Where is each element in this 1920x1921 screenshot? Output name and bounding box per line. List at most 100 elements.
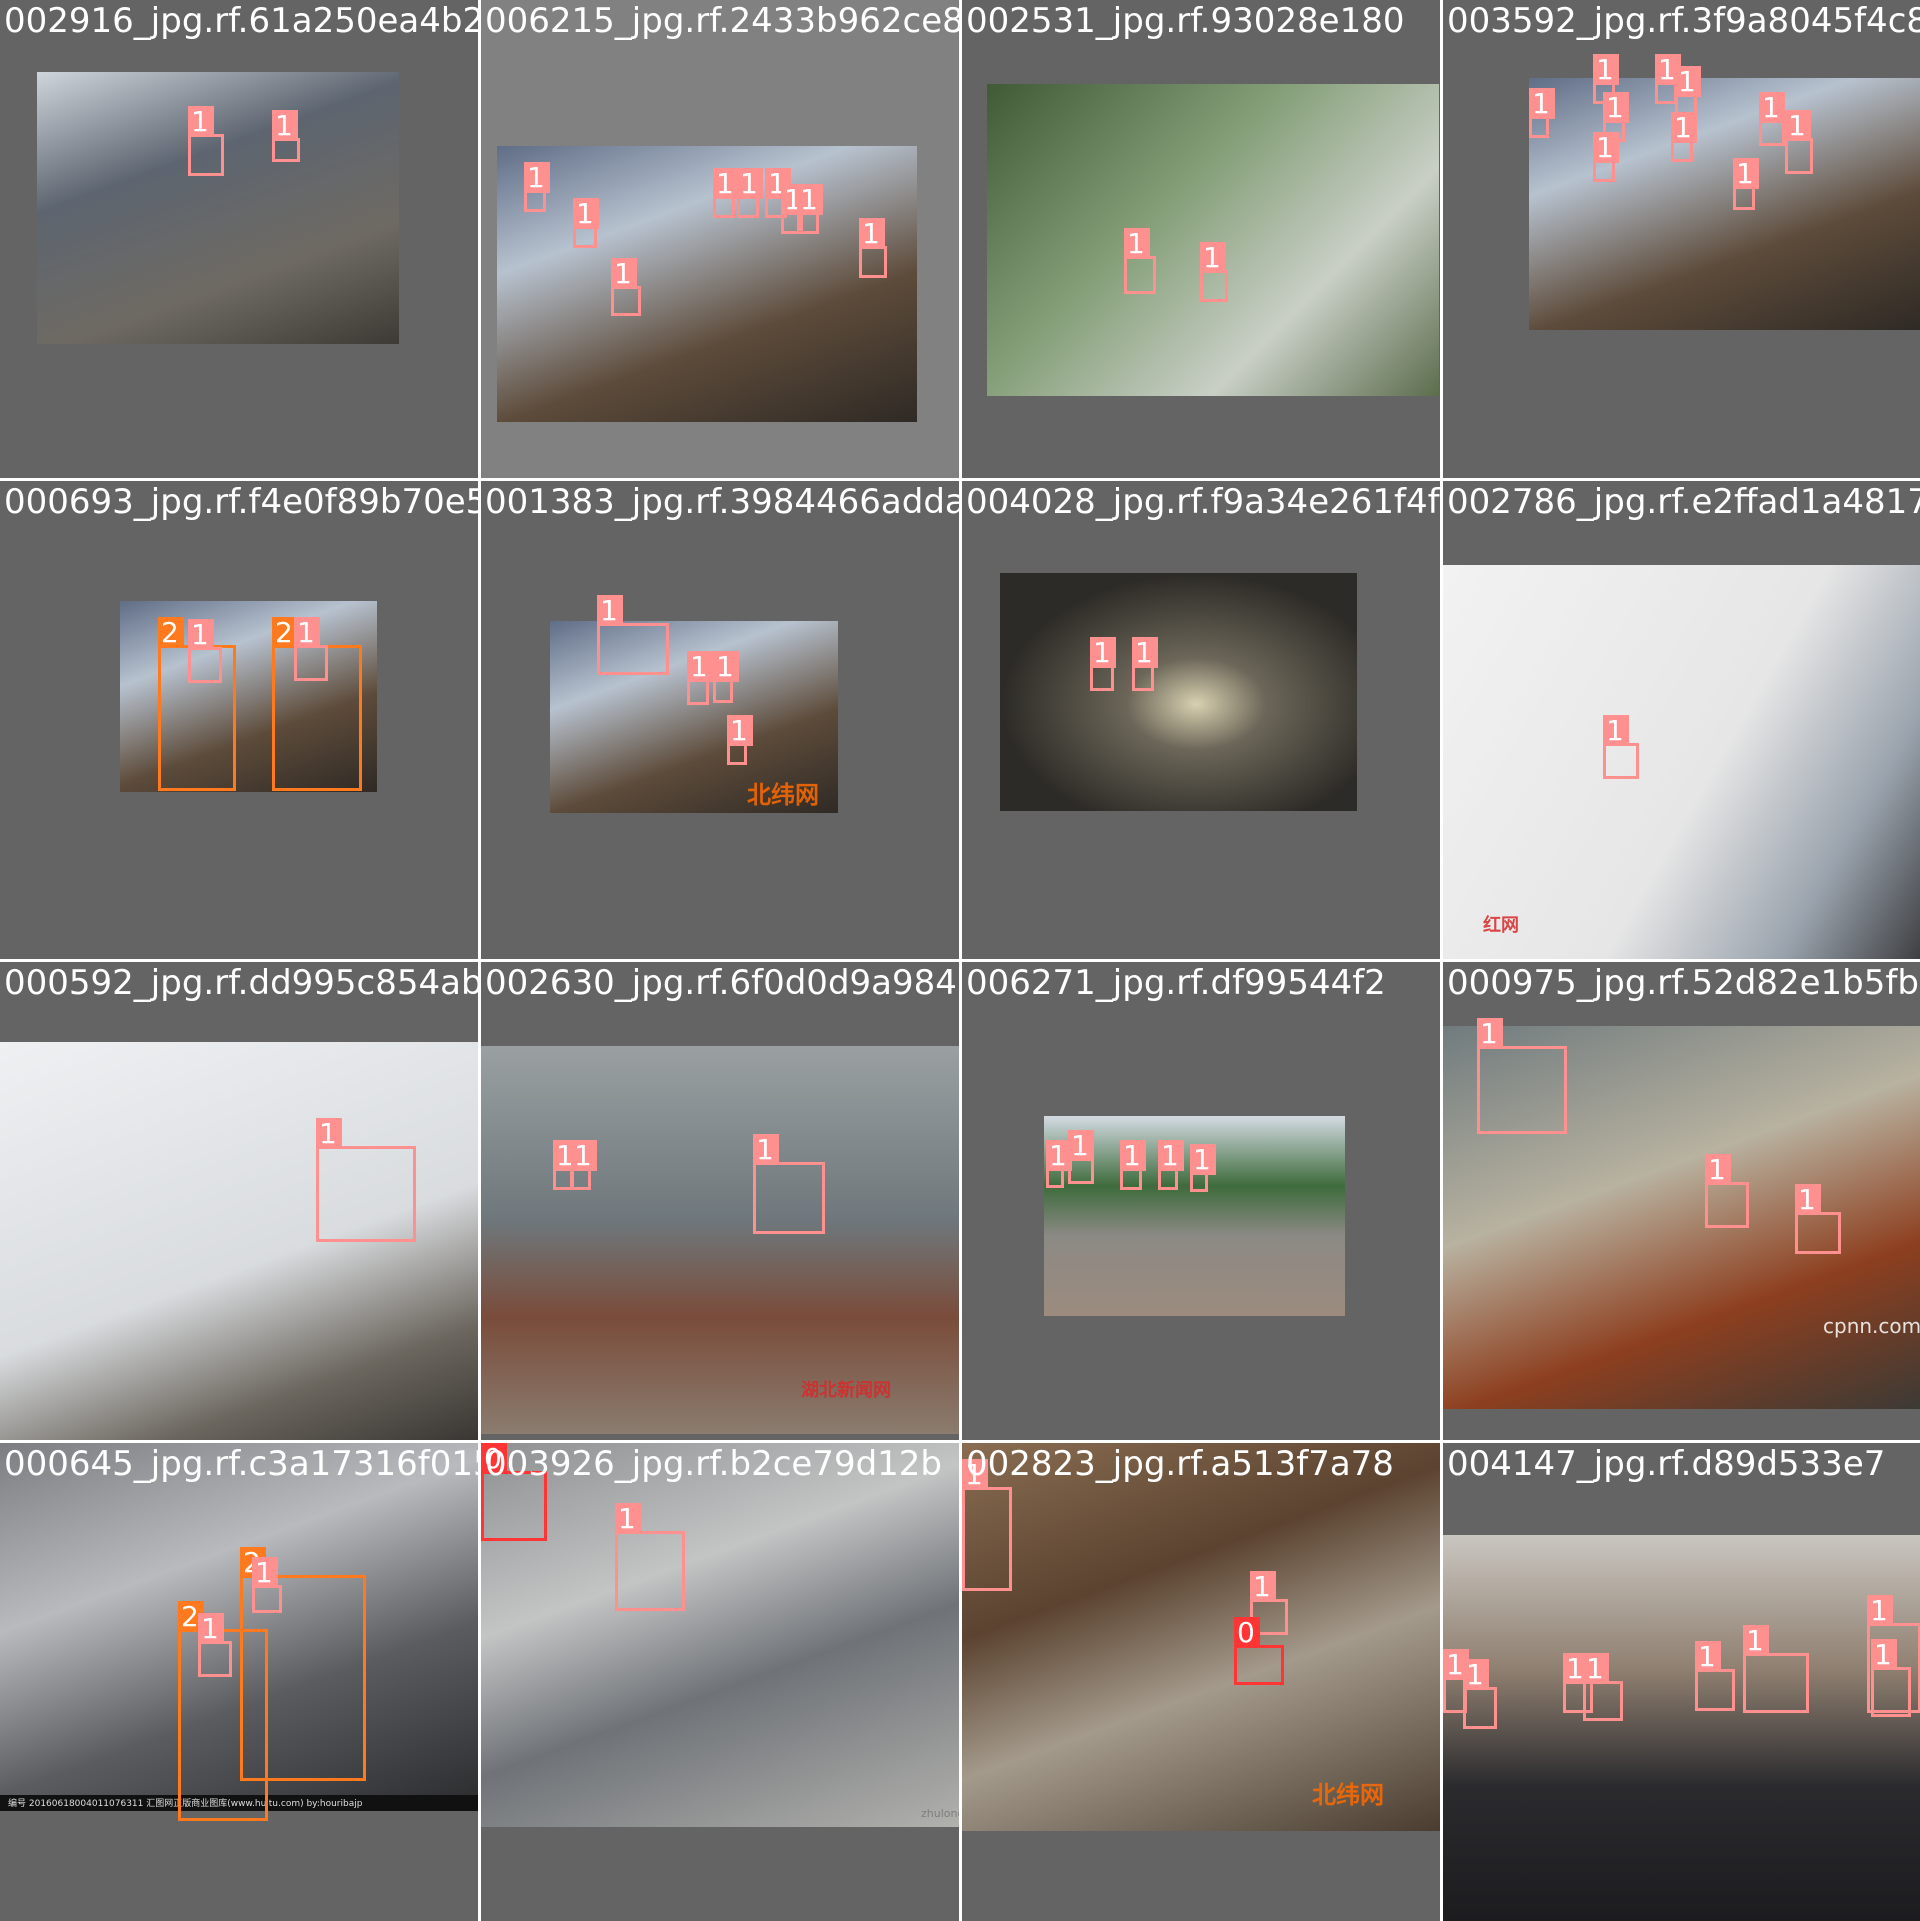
bounding-box-class-1: 1	[1529, 88, 1555, 138]
bounding-box-class-1: 1	[316, 1118, 416, 1242]
tile-8: 002786_jpg.rf.e2ffad1a4817 红网 1	[1443, 481, 1920, 959]
tile-label: 000975_jpg.rf.52d82e1b5fb8	[1447, 963, 1920, 1003]
bounding-box-class-1: 1	[1190, 1144, 1216, 1192]
tile-6: 001383_jpg.rf.3984466addae 北纬网 1 1 1 1	[481, 481, 959, 959]
tile-5: 000693_jpg.rf.f4e0f89b70e5 2 1 2 1	[0, 481, 478, 959]
tile-label: 006271_jpg.rf.df99544f2	[966, 963, 1386, 1003]
tile-photo	[962, 1443, 1440, 1831]
bounding-box-class-1: 1	[1655, 54, 1681, 104]
tile-label: 002531_jpg.rf.93028e180	[966, 1, 1405, 41]
bounding-box-class-1: 1	[615, 1503, 685, 1611]
tile-photo	[37, 72, 399, 344]
bounding-box-class-1: 1	[1090, 637, 1116, 691]
bounding-box-class-1: 1	[524, 162, 550, 212]
tile-label: 000693_jpg.rf.f4e0f89b70e5	[4, 482, 478, 522]
tile-label: 001383_jpg.rf.3984466addae	[485, 482, 959, 522]
bounding-box-class-1: 1	[188, 106, 224, 176]
watermark: 红网	[1483, 915, 1519, 936]
bounding-box-class-1: 1	[753, 1134, 825, 1234]
tile-photo	[481, 1046, 959, 1434]
watermark: 编号 20160618004011076311 汇图网正版商业图库(www.hu…	[8, 1799, 363, 1809]
bounding-box-class-0: 0	[1234, 1617, 1284, 1685]
bounding-box-class-1: 1	[252, 1557, 282, 1613]
tile-photo	[1529, 78, 1920, 330]
tile-photo	[1000, 573, 1357, 811]
tile-label: 000645_jpg.rf.c3a17316f015	[4, 1444, 478, 1484]
bounding-box-class-1: 1	[1867, 1595, 1920, 1713]
bounding-box-class-1: 1	[1583, 1653, 1623, 1721]
tile-9: 000592_jpg.rf.dd995c854ab 1	[0, 962, 478, 1440]
tile-14: 003926_jpg.rf.b2ce79d12b zhulong 0 1	[481, 1443, 959, 1921]
tile-15: 002823_jpg.rf.a513f7a78 北纬网 1 1 0	[962, 1443, 1440, 1921]
bounding-box-class-1: 1	[1785, 110, 1813, 174]
bounding-box-class-1: 1	[962, 1459, 1012, 1591]
bounding-box-class-1: 1	[1603, 92, 1629, 142]
tile-photo	[987, 84, 1439, 396]
tile-7: 004028_jpg.rf.f9a34e261f4f 1 1	[962, 481, 1440, 959]
bounding-box-class-1: 1	[294, 617, 328, 681]
bounding-box-class-1: 1	[1463, 1659, 1497, 1729]
bounding-box-class-1: 1	[611, 258, 641, 316]
tile-label: 002630_jpg.rf.6f0d0d9a984	[485, 963, 957, 1003]
tile-12: 000975_jpg.rf.52d82e1b5fb8 cpnn.com 1 1 …	[1443, 962, 1920, 1440]
watermark: 北纬网	[1312, 1781, 1384, 1809]
tile-label: 003926_jpg.rf.b2ce79d12b	[485, 1444, 943, 1484]
tile-1: 002916_jpg.rf.61a250ea4b2 1 1	[0, 0, 478, 478]
bounding-box-class-1: 1	[188, 619, 222, 683]
bounding-box-class-1: 1	[1124, 228, 1156, 294]
bounding-box-class-1: 1	[1695, 1641, 1735, 1711]
bounding-box-class-1: 1	[1132, 637, 1158, 691]
bounding-box-class-1: 1	[1743, 1625, 1809, 1713]
tile-label: 002916_jpg.rf.61a250ea4b2	[4, 1, 478, 41]
tile-13: 000645_jpg.rf.c3a17316f015 编号 2016061800…	[0, 1443, 478, 1921]
tile-10: 002630_jpg.rf.6f0d0d9a984 湖北新闻网 1 1 1	[481, 962, 959, 1440]
tile-2: 006215_jpg.rf.2433b962ce83 1 1 1 1 1 1 1…	[481, 0, 959, 478]
bounding-box-class-1: 1	[1068, 1130, 1094, 1184]
tile-label: 004147_jpg.rf.d89d533e7	[1447, 1444, 1886, 1484]
bounding-box-class-1: 1	[597, 595, 669, 675]
bounding-box-class-1: 1	[1759, 92, 1785, 146]
caption-bar: 编号 20160618004011076311 汇图网正版商业图库(www.hu…	[0, 1795, 478, 1811]
bounding-box-class-1: 1	[713, 168, 739, 218]
tile-label: 002786_jpg.rf.e2ffad1a4817	[1447, 482, 1920, 522]
tile-3: 002531_jpg.rf.93028e180 1 1	[962, 0, 1440, 478]
bounding-box-class-1: 1	[1046, 1140, 1072, 1188]
bounding-box-class-1: 1	[1795, 1184, 1841, 1254]
bounding-box-class-1: 1	[737, 168, 763, 218]
bounding-box-class-1: 1	[1871, 1639, 1911, 1717]
bounding-box-class-1: 1	[1200, 242, 1228, 302]
bounding-box-class-1: 1	[573, 198, 599, 248]
bbox-class-label: 1	[188, 106, 214, 137]
tile-label: 000592_jpg.rf.dd995c854ab	[4, 963, 478, 1003]
bounding-box-class-1: 1	[553, 1140, 579, 1190]
bbox-class-label: 1	[272, 110, 298, 141]
tile-16: 004147_jpg.rf.d89d533e7 1 1 1 1 1 1 1 1	[1443, 1443, 1920, 1921]
tile-11: 006271_jpg.rf.df99544f2 1 1 1 1 1	[962, 962, 1440, 1440]
bounding-box-class-1: 1	[1158, 1140, 1184, 1190]
tile-photo	[497, 146, 917, 422]
bounding-box-class-1: 1	[1705, 1154, 1749, 1228]
bounding-box-class-1: 1	[1603, 715, 1639, 779]
bounding-box-class-1: 1	[1477, 1018, 1567, 1134]
bounding-box-class-1: 1	[272, 110, 300, 162]
bounding-box-class-1: 1	[1593, 132, 1619, 182]
bounding-box-class-1: 1	[1671, 112, 1697, 162]
tile-photo	[481, 1443, 959, 1827]
tile-4: 003592_jpg.rf.3f9a8045f4c8f 1 1 1 1 1 1 …	[1443, 0, 1920, 478]
bounding-box-class-1: 1	[727, 715, 753, 765]
watermark: 北纬网	[747, 781, 819, 809]
tile-photo	[1443, 1535, 1920, 1921]
bounding-box-class-0: 0	[481, 1443, 547, 1541]
bounding-box-class-1: 1	[1733, 158, 1759, 210]
bounding-box-class-1: 1	[859, 218, 887, 278]
tile-label: 002823_jpg.rf.a513f7a78	[966, 1444, 1394, 1484]
tile-photo	[1443, 565, 1920, 959]
bounding-box-class-1: 1	[797, 184, 823, 234]
tile-label: 006215_jpg.rf.2433b962ce83	[485, 1, 959, 41]
bounding-box-class-1: 1	[1120, 1140, 1146, 1190]
watermark: zhulong	[921, 1807, 959, 1820]
watermark: 湖北新闻网	[801, 1380, 891, 1401]
tile-label: 003592_jpg.rf.3f9a8045f4c8f	[1447, 1, 1920, 41]
bounding-box-class-1: 1	[571, 1140, 597, 1190]
